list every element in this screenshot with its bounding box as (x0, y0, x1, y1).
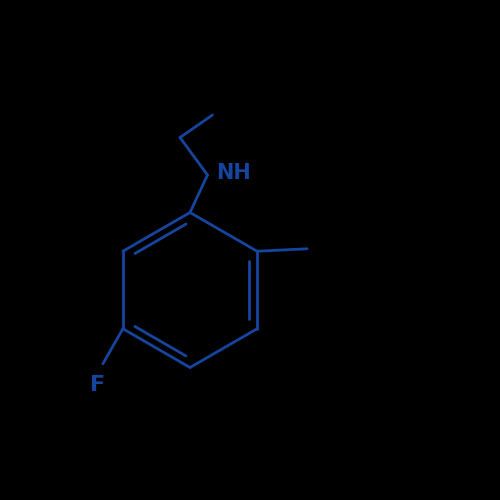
Text: NH: NH (216, 162, 252, 182)
Text: F: F (90, 375, 106, 395)
